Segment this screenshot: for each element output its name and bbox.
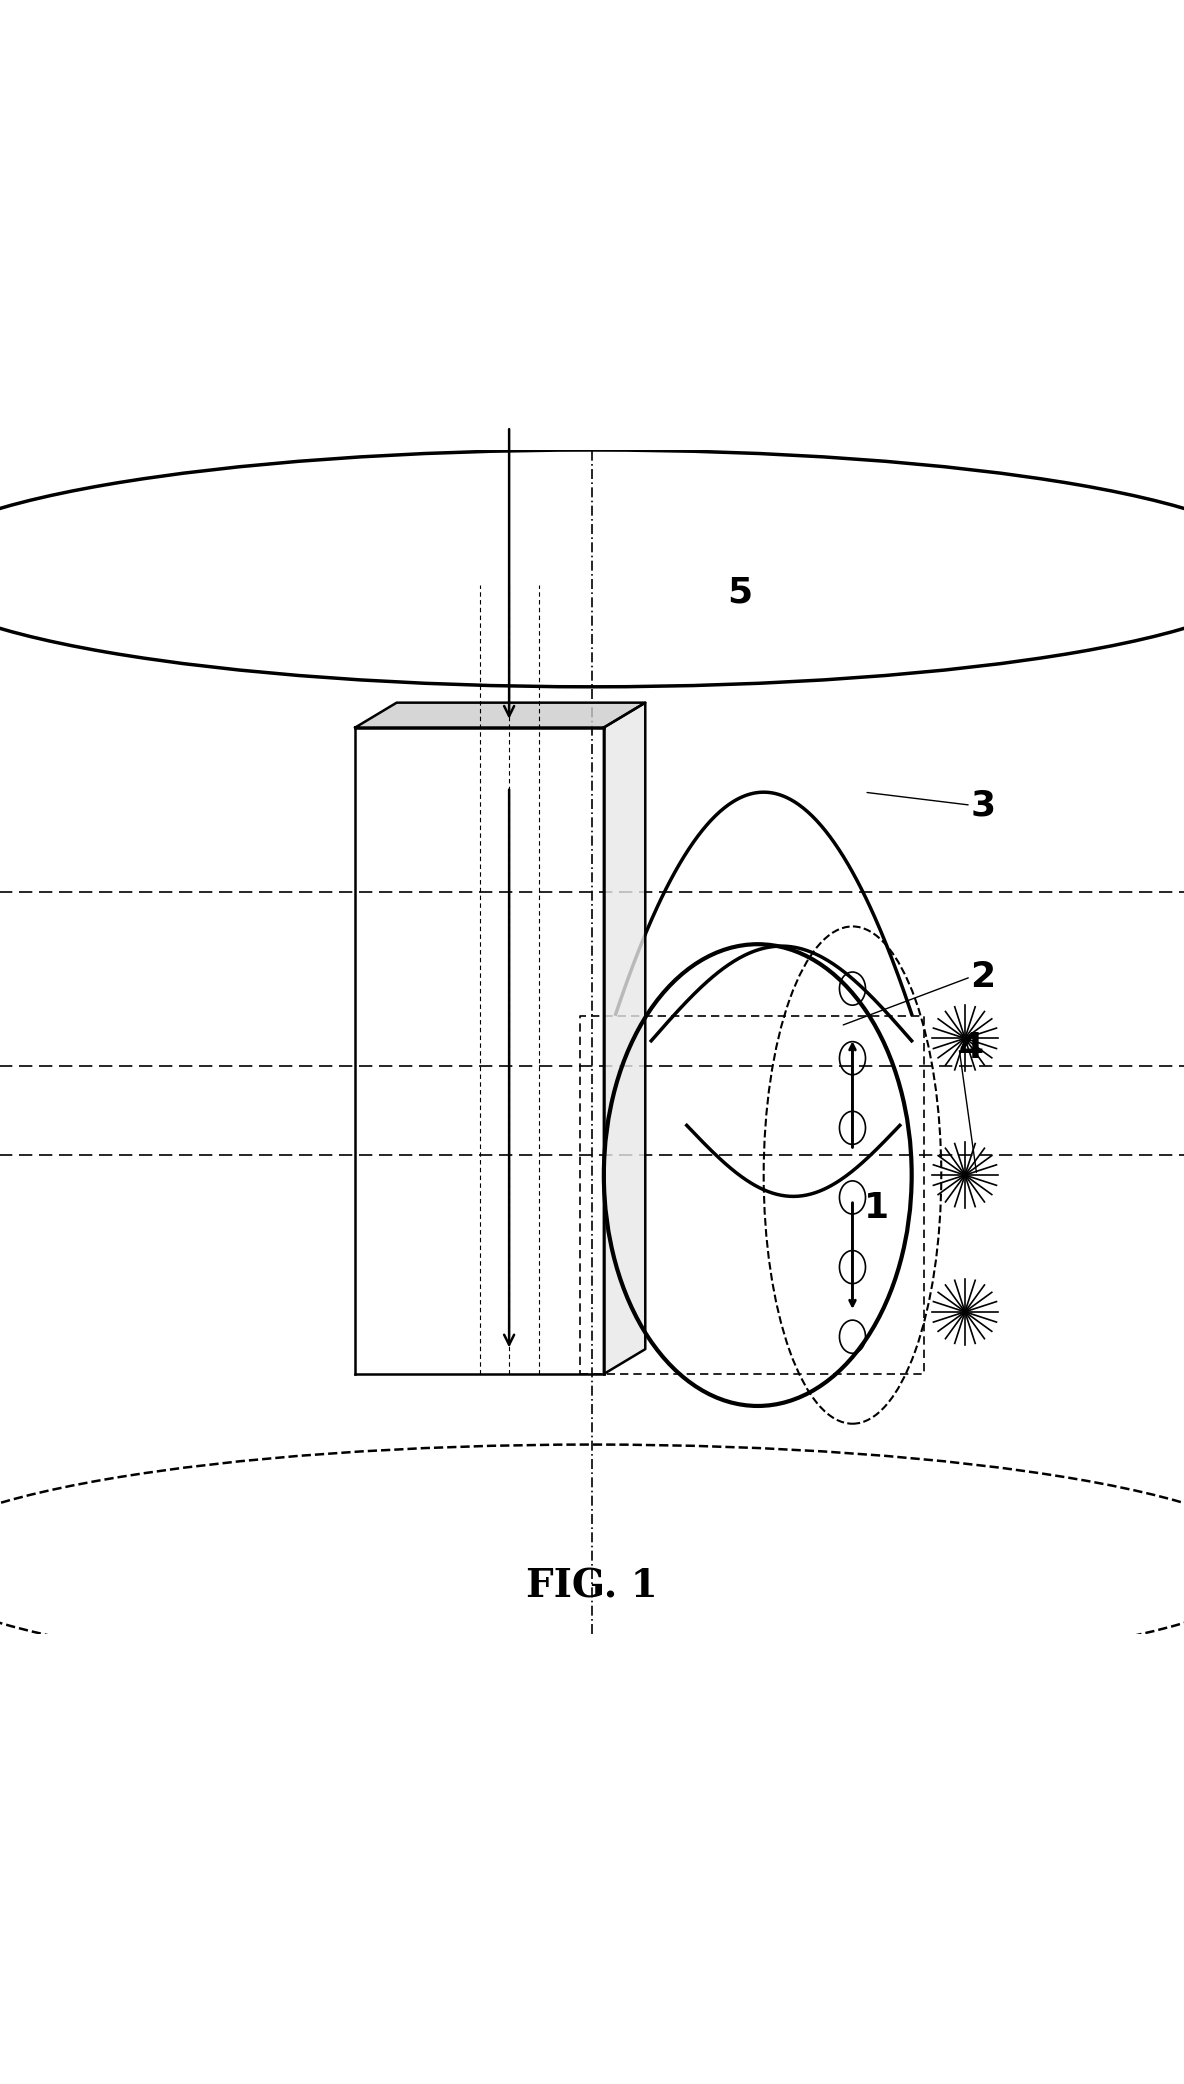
Text: 4: 4 [958,1032,984,1065]
Text: 2: 2 [970,961,996,994]
Polygon shape [355,702,645,727]
Text: 3: 3 [970,788,996,823]
Text: 1: 1 [863,1190,889,1225]
Polygon shape [604,702,645,1373]
Text: 5: 5 [727,575,753,609]
Text: FIG. 1: FIG. 1 [526,1567,658,1605]
